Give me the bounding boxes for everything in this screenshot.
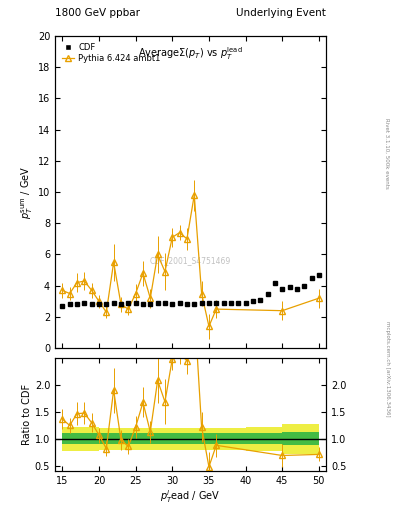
- Legend: CDF, Pythia 6.424 ambt1: CDF, Pythia 6.424 ambt1: [59, 40, 163, 66]
- Text: mcplots.cern.ch [arXiv:1306.3436]: mcplots.cern.ch [arXiv:1306.3436]: [385, 321, 389, 416]
- Text: CDF_2001_S4751469: CDF_2001_S4751469: [150, 256, 231, 265]
- Text: Underlying Event: Underlying Event: [236, 8, 326, 18]
- X-axis label: $p_T^l$ead / GeV: $p_T^l$ead / GeV: [160, 488, 221, 505]
- Y-axis label: $p_T^{\rm sum}$ / GeV: $p_T^{\rm sum}$ / GeV: [20, 165, 35, 219]
- Y-axis label: Ratio to CDF: Ratio to CDF: [22, 384, 32, 445]
- Text: Rivet 3.1.10, 500k events: Rivet 3.1.10, 500k events: [385, 118, 389, 189]
- Text: 1800 GeV ppbar: 1800 GeV ppbar: [55, 8, 140, 18]
- Text: Average$\Sigma(p_T)$ vs $p_T^{\rm lead}$: Average$\Sigma(p_T)$ vs $p_T^{\rm lead}$: [138, 45, 243, 62]
